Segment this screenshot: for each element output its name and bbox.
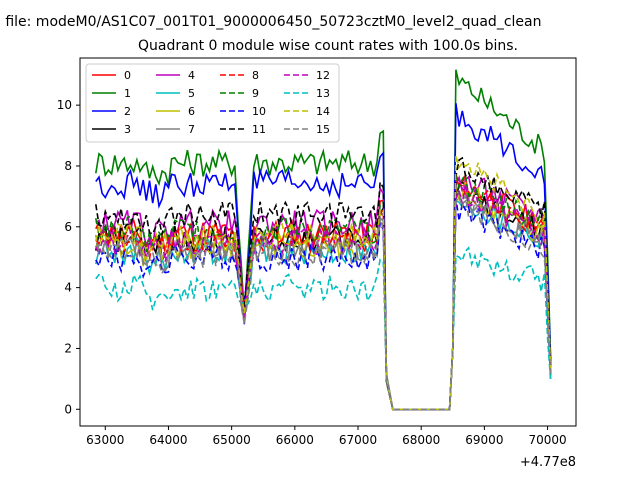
chart-suptitle: n file: modeM0/AS1C07_001T01_9000006450_… (0, 14, 541, 30)
legend-label: 15 (316, 123, 330, 136)
x-tick-label: 67000 (339, 433, 377, 447)
y-tick-label: 6 (64, 220, 72, 234)
series-line-8 (95, 176, 552, 411)
y-tick-label: 8 (64, 159, 72, 173)
series-line-11 (95, 156, 552, 411)
legend-label: 5 (188, 87, 195, 100)
series-line-2 (95, 103, 552, 411)
chart-title: Quadrant 0 module wise count rates with … (138, 38, 518, 54)
x-offset-label: +4.77e8 (520, 455, 576, 470)
legend-label: 9 (252, 87, 259, 100)
legend-label: 0 (124, 69, 131, 82)
x-tick-label: 64000 (149, 433, 187, 447)
legend-label: 8 (252, 69, 259, 82)
legend-label: 7 (188, 123, 195, 136)
x-tick-label: 70000 (528, 433, 566, 447)
y-tick-label: 0 (64, 402, 72, 416)
legend-label: 6 (188, 105, 195, 118)
series-line-15 (95, 195, 552, 411)
series-line-10 (95, 197, 552, 411)
legend-label: 13 (316, 87, 330, 100)
x-tick-label: 68000 (402, 433, 440, 447)
legend-label: 14 (316, 105, 330, 118)
legend-label: 3 (124, 123, 131, 136)
legend-label: 2 (124, 105, 131, 118)
legend-label: 1 (124, 87, 131, 100)
series-line-13 (95, 246, 552, 411)
x-tick-label: 65000 (213, 433, 251, 447)
y-tick-label: 10 (57, 98, 72, 112)
x-tick-label: 69000 (465, 433, 503, 447)
x-ticks: 63000 64000 65000 66000 67000 68000 69000 70000 (86, 426, 567, 447)
x-tick-label: 66000 (276, 433, 314, 447)
legend-label: 4 (188, 69, 195, 82)
legend-box (85, 63, 340, 143)
plot-lines (95, 69, 552, 411)
legend-label: 10 (252, 105, 266, 118)
plot-frame (79, 57, 577, 427)
series-line-4 (95, 174, 552, 411)
y-tick-label: 4 (64, 281, 72, 295)
y-ticks: 0 2 4 6 8 10 (57, 98, 80, 416)
y-tick-label: 2 (64, 341, 72, 355)
series-line-1 (95, 69, 552, 411)
legend-label: 11 (252, 123, 266, 136)
x-tick-label: 63000 (86, 433, 124, 447)
legend-label: 12 (316, 69, 330, 82)
